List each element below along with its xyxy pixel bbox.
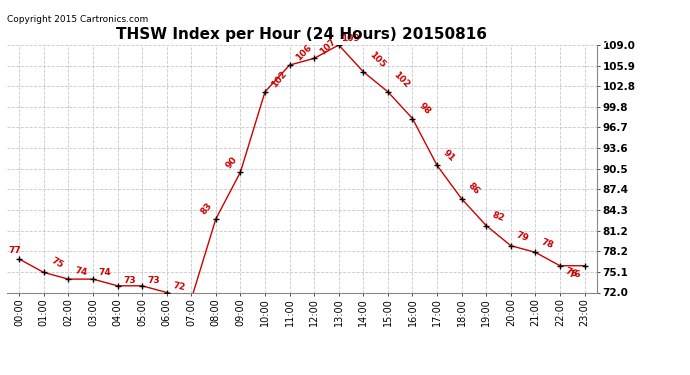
Text: 107: 107 <box>318 37 338 56</box>
Text: 91: 91 <box>441 148 457 163</box>
Text: 109: 109 <box>342 34 360 43</box>
Text: 73: 73 <box>123 276 136 285</box>
Text: 77: 77 <box>8 246 21 255</box>
Text: 73: 73 <box>148 276 160 285</box>
Text: 71: 71 <box>0 374 1 375</box>
Text: 74: 74 <box>99 268 111 277</box>
Text: 105: 105 <box>368 50 387 70</box>
Text: 102: 102 <box>392 70 412 90</box>
Text: THSW (°F): THSW (°F) <box>553 33 610 44</box>
Text: 76: 76 <box>568 270 580 279</box>
Text: 102: 102 <box>269 70 288 90</box>
Text: 83: 83 <box>199 201 214 217</box>
Text: 86: 86 <box>466 182 481 196</box>
Text: 75: 75 <box>49 256 65 270</box>
Text: 74: 74 <box>74 266 88 277</box>
Text: 79: 79 <box>515 231 530 243</box>
Text: 90: 90 <box>224 154 239 170</box>
Title: THSW Index per Hour (24 Hours) 20150816: THSW Index per Hour (24 Hours) 20150816 <box>117 27 487 42</box>
Text: 82: 82 <box>491 211 505 224</box>
Text: 76: 76 <box>564 266 579 279</box>
Text: Copyright 2015 Cartronics.com: Copyright 2015 Cartronics.com <box>7 15 148 24</box>
Text: 98: 98 <box>417 101 432 116</box>
Text: 78: 78 <box>540 237 555 250</box>
Text: 106: 106 <box>294 44 313 63</box>
Text: 72: 72 <box>172 280 186 292</box>
